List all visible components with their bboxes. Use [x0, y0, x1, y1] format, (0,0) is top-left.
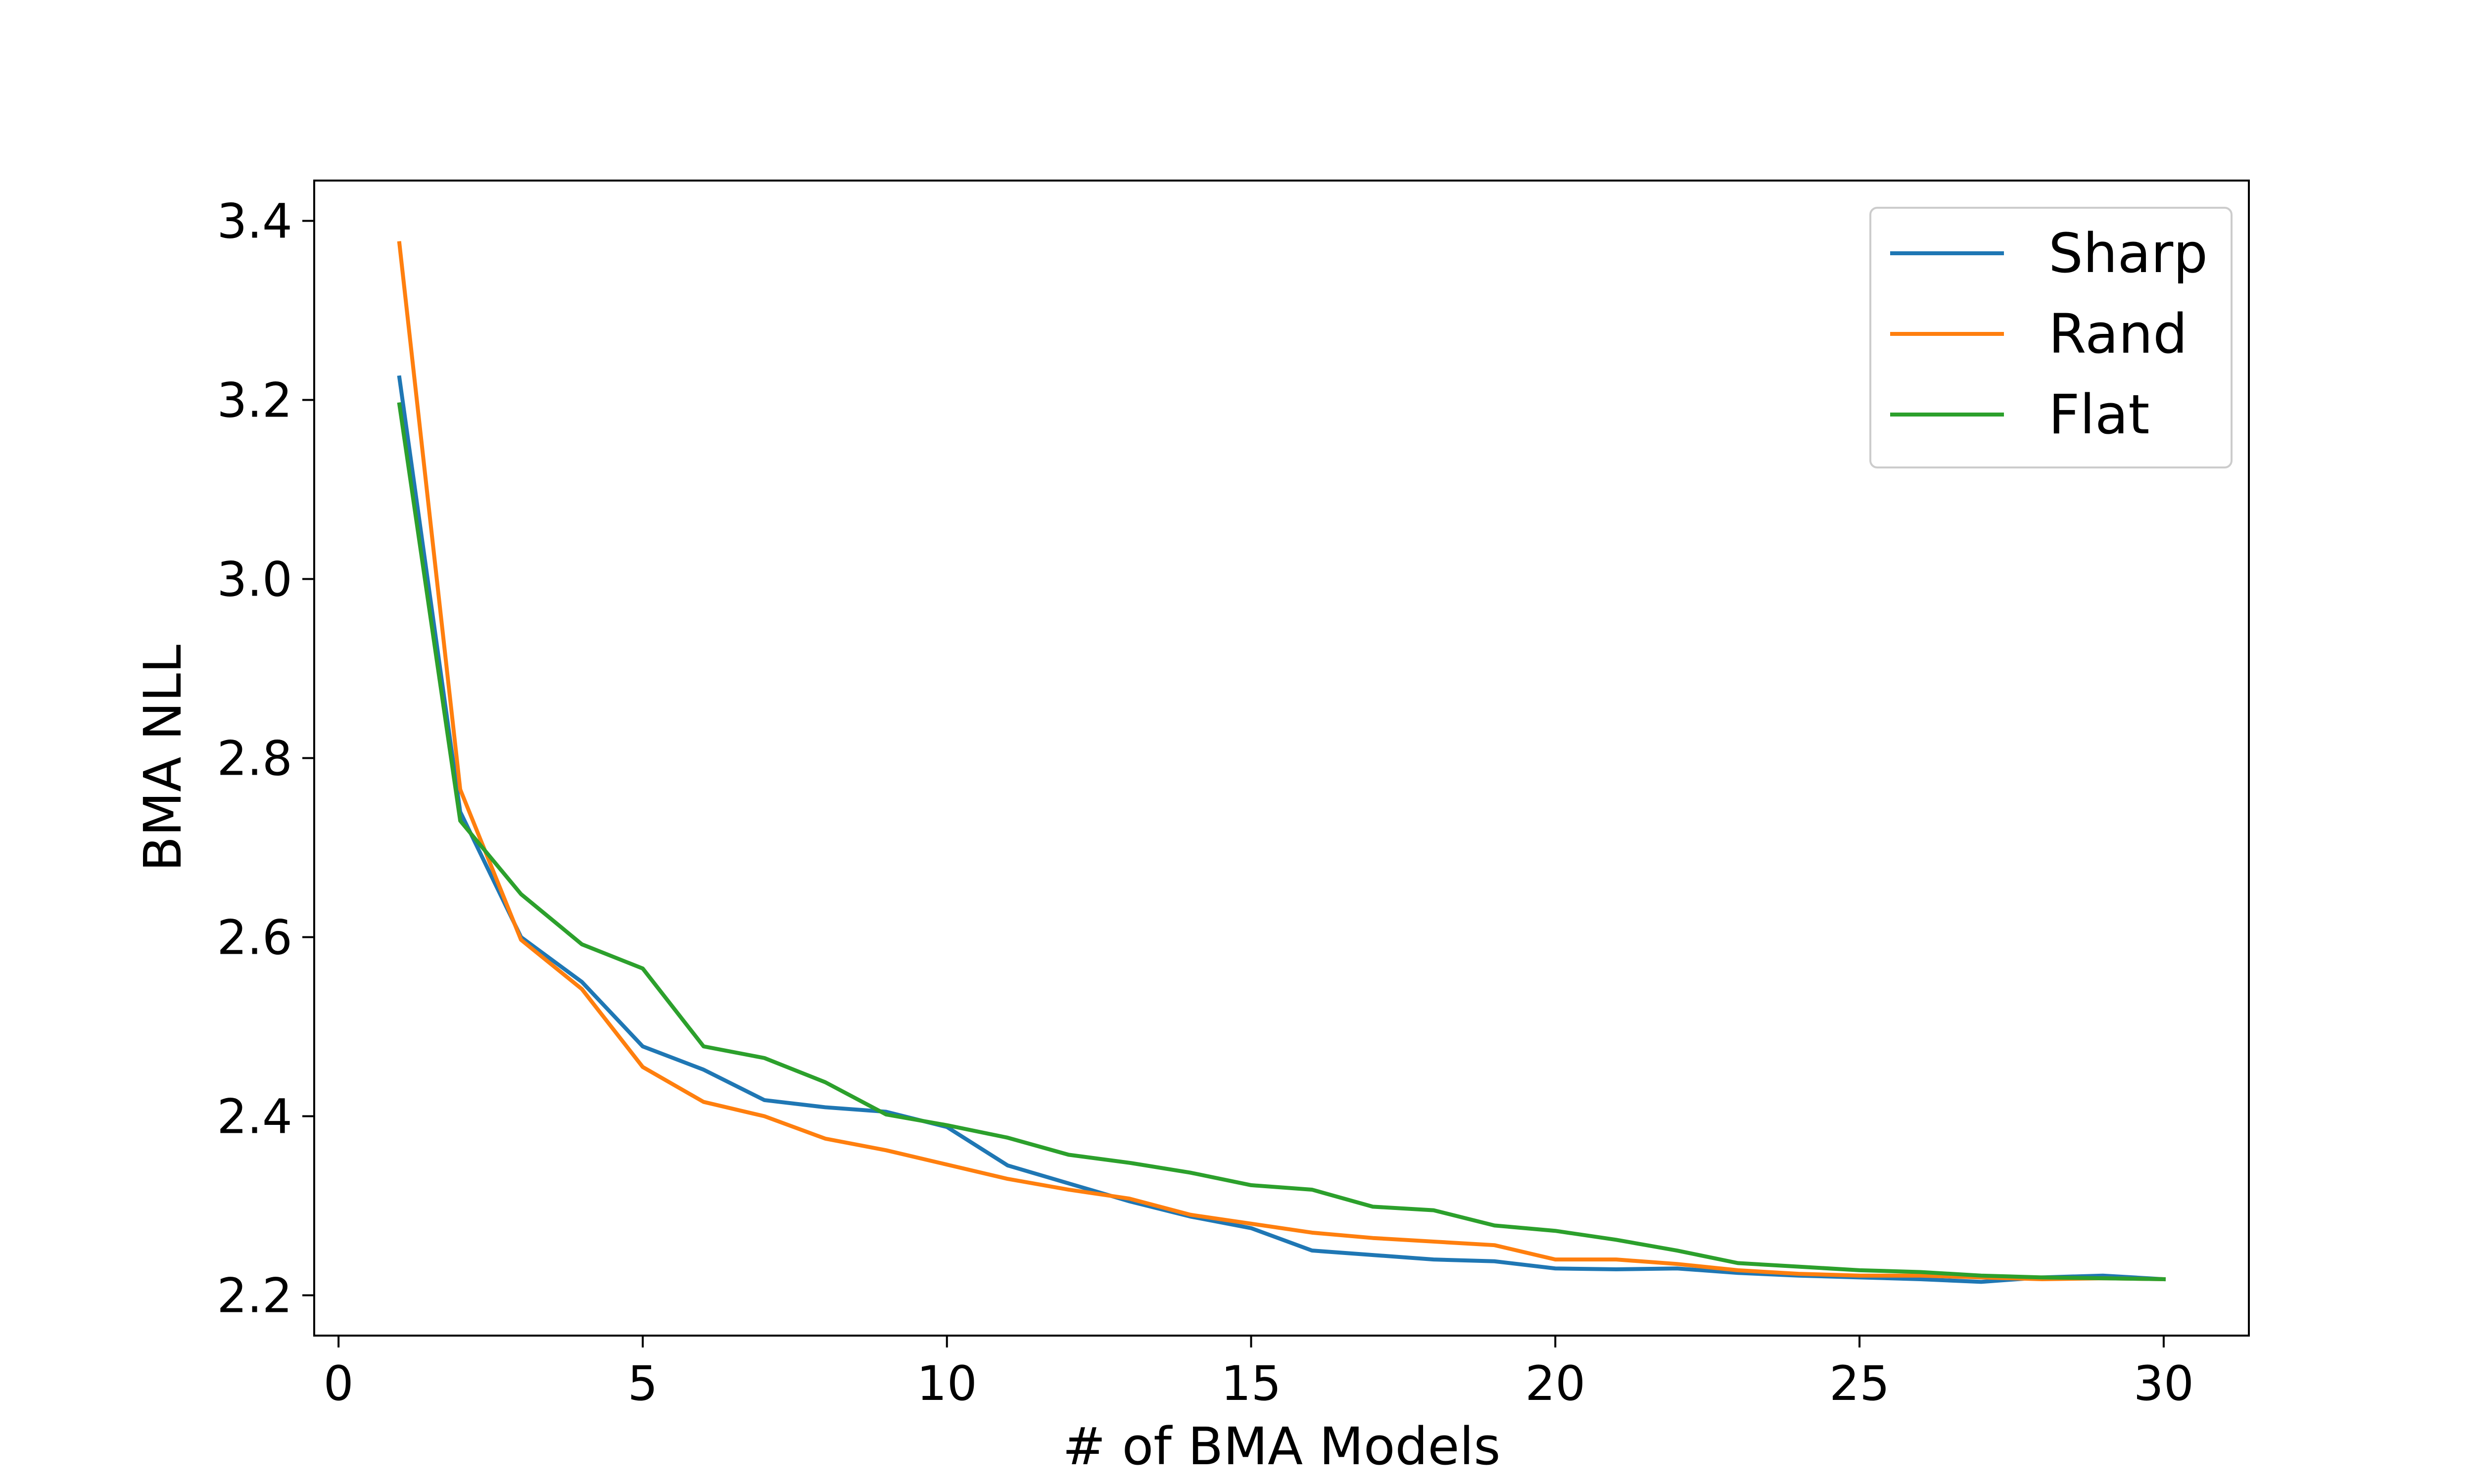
x-tick-label: 30 [2134, 1356, 2194, 1411]
y-tick-label: 2.8 [217, 731, 292, 787]
series-layer [397, 241, 2166, 1284]
y-axis-label: BMA NLL [133, 645, 193, 872]
x-axis: 0 5 10 15 20 25 30 [324, 1336, 2194, 1411]
y-tick-label: 2.2 [217, 1268, 292, 1324]
legend: Sharp Rand Flat [1869, 207, 2233, 468]
x-tick-label: 15 [1221, 1356, 1281, 1411]
y-axis: 2.2 2.4 2.6 2.8 3.0 3.2 3.4 [217, 193, 314, 1324]
x-tick-label: 5 [627, 1356, 658, 1411]
series-line-sharp [397, 375, 2166, 1284]
x-tick-label: 10 [917, 1356, 977, 1411]
x-tick-label: 25 [1829, 1356, 1890, 1411]
y-tick-label: 2.4 [217, 1089, 292, 1145]
legend-label-flat: Flat [2048, 383, 2149, 446]
legend-entries: Sharp Rand Flat [1890, 222, 2208, 446]
y-tick-label: 2.6 [217, 910, 292, 966]
legend-label-rand: Rand [2048, 302, 2188, 366]
y-tick-label: 3.2 [217, 372, 292, 428]
x-tick-label: 20 [1525, 1356, 1585, 1411]
y-tick-label: 3.0 [217, 552, 292, 607]
y-tick-label: 3.4 [217, 193, 292, 249]
legend-label-sharp: Sharp [2048, 222, 2208, 285]
series-line-rand [397, 241, 2166, 1282]
x-axis-label: # of BMA Models [1062, 1416, 1500, 1477]
x-tick-label: 0 [324, 1356, 354, 1411]
legend-box [1869, 207, 2233, 468]
series-line-flat [397, 402, 2166, 1282]
